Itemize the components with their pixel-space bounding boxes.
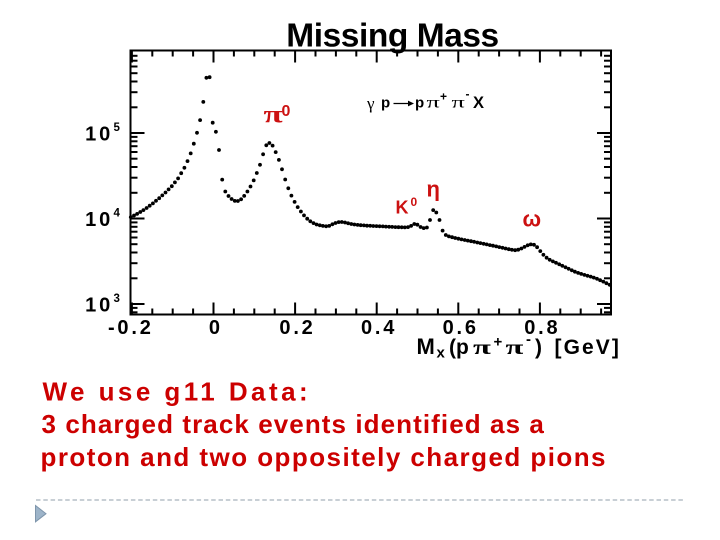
svg-text:π: π (452, 94, 465, 112)
svg-text:M: M (417, 334, 435, 359)
svg-text:0.4: 0.4 (361, 317, 397, 339)
svg-text:+: + (494, 334, 503, 351)
svg-text:ω: ω (523, 207, 542, 232)
svg-text:γ: γ (366, 94, 375, 113)
svg-text:3: 3 (114, 293, 120, 305)
svg-text:0: 0 (411, 195, 418, 209)
svg-text:0.2: 0.2 (279, 317, 315, 339)
svg-text:π: π (473, 335, 491, 358)
svg-text:π: π (427, 94, 440, 112)
svg-text:η: η (427, 176, 440, 201)
svg-text:π: π (506, 335, 524, 358)
svg-text:0.8: 0.8 (524, 317, 560, 339)
svg-text:X: X (473, 94, 484, 112)
svg-text:3 charged track events identif: 3 charged track events identified as a (42, 409, 545, 439)
svg-text:4: 4 (114, 208, 121, 220)
svg-text:[GeV]: [GeV] (555, 336, 622, 359)
svg-text:10: 10 (85, 294, 113, 316)
svg-text:+: + (440, 90, 447, 104)
svg-text:0: 0 (282, 103, 291, 120)
svg-text:p: p (381, 95, 390, 112)
svg-text:K: K (396, 198, 409, 218)
svg-text:Missing Mass: Missing Mass (286, 18, 498, 55)
svg-text:0: 0 (209, 317, 223, 339)
svg-text:π: π (264, 100, 284, 128)
svg-text:0.6: 0.6 (443, 317, 479, 339)
svg-text:p: p (415, 95, 424, 112)
svg-text:(p: (p (449, 336, 469, 359)
svg-text:): ) (535, 336, 542, 359)
svg-text:10: 10 (85, 209, 113, 231)
svg-text:-0.2: -0.2 (108, 317, 154, 339)
svg-text:5: 5 (114, 122, 121, 134)
svg-text:-: - (526, 331, 531, 348)
svg-text:We use g11 Data:: We use g11 Data: (43, 376, 312, 406)
svg-text:10: 10 (85, 123, 113, 145)
svg-text:proton and two oppositely char: proton and two oppositely charged pions (41, 442, 607, 472)
svg-text:x: x (437, 345, 446, 362)
svg-text:-: - (466, 87, 470, 101)
